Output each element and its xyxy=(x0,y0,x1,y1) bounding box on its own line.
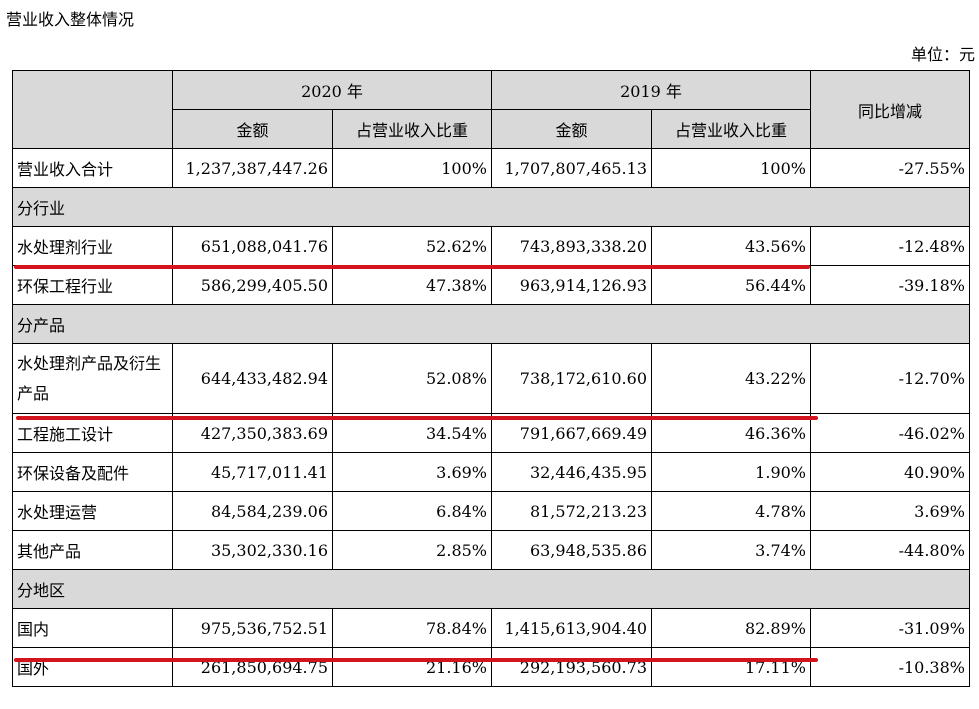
row-label: 水处理剂行业 xyxy=(12,226,173,266)
header-ratio-2020: 占营业收入比重 xyxy=(332,109,492,149)
ratio-2020: 78.84% xyxy=(332,608,492,648)
amount-2019: 738,172,610.60 xyxy=(491,343,652,414)
amount-2020: 35,302,330.16 xyxy=(172,530,333,570)
highlight-underline-industry xyxy=(14,265,810,269)
yoy-change: -44.80% xyxy=(810,530,970,570)
table-row: 水处理运营 84,584,239.06 6.84% 81,572,213.23 … xyxy=(12,491,970,531)
amount-2020: 644,433,482.94 xyxy=(172,343,333,414)
amount-2020: 651,088,041.76 xyxy=(172,226,333,266)
amount-2020: 975,536,752.51 xyxy=(172,608,333,648)
yoy-change: 3.69% xyxy=(810,491,970,531)
section-row-region: 分地区 xyxy=(12,569,970,609)
header-ratio-2019: 占营业收入比重 xyxy=(651,109,811,149)
row-label: 营业收入合计 xyxy=(12,148,173,188)
row-label: 水处理剂产品及衍生产品 xyxy=(12,343,173,414)
header-blank-cell xyxy=(12,70,173,149)
highlight-underline-domestic xyxy=(14,658,818,662)
amount-2019: 963,914,126.93 xyxy=(491,265,652,305)
yoy-change: -12.48% xyxy=(810,226,970,266)
row-label: 其他产品 xyxy=(12,530,173,570)
amount-2019: 32,446,435.95 xyxy=(491,452,652,492)
amount-2019: 292,193,560.73 xyxy=(491,647,652,687)
amount-2020: 586,299,405.50 xyxy=(172,265,333,305)
amount-2019: 1,415,613,904.40 xyxy=(491,608,652,648)
ratio-2019: 43.22% xyxy=(651,343,811,414)
row-label: 国外 xyxy=(12,647,173,687)
amount-2020: 45,717,011.41 xyxy=(172,452,333,492)
row-label: 国内 xyxy=(12,608,173,648)
revenue-table: 2020 年 2019 年 同比增减 金额 占营业收入比重 金额 占营业收入比重… xyxy=(12,70,970,687)
table-row: 国外 261,850,694.75 21.16% 292,193,560.73 … xyxy=(12,647,970,687)
unit-label: 单位：元 xyxy=(910,45,975,64)
row-label: 水处理运营 xyxy=(12,491,173,531)
amount-2019: 63,948,535.86 xyxy=(491,530,652,570)
header-year-2019: 2019 年 xyxy=(491,70,811,110)
ratio-2020: 3.69% xyxy=(332,452,492,492)
table-row: 国内 975,536,752.51 78.84% 1,415,613,904.4… xyxy=(12,608,970,648)
amount-2019: 1,707,807,465.13 xyxy=(491,148,652,188)
section-label: 分行业 xyxy=(12,187,970,227)
ratio-2019: 1.90% xyxy=(651,452,811,492)
amount-2020: 261,850,694.75 xyxy=(172,647,333,687)
header-amount-2020: 金额 xyxy=(172,109,333,149)
ratio-2020: 52.08% xyxy=(332,343,492,414)
ratio-2019: 3.74% xyxy=(651,530,811,570)
yoy-change: 40.90% xyxy=(810,452,970,492)
ratio-2020: 52.62% xyxy=(332,226,492,266)
header-amount-2019: 金额 xyxy=(491,109,652,149)
ratio-2019: 43.56% xyxy=(651,226,811,266)
ratio-2019: 82.89% xyxy=(651,608,811,648)
yoy-change: -39.18% xyxy=(810,265,970,305)
ratio-2020: 100% xyxy=(332,148,492,188)
header-row-years: 2020 年 2019 年 同比增减 xyxy=(12,70,970,149)
table-row-total: 营业收入合计 1,237,387,447.26 100% 1,707,807,4… xyxy=(12,148,970,188)
header-year-2020: 2020 年 xyxy=(172,70,492,110)
yoy-change: -12.70% xyxy=(810,343,970,414)
ratio-2020: 47.38% xyxy=(332,265,492,305)
header-yoy: 同比增减 xyxy=(810,70,970,149)
amount-2020: 84,584,239.06 xyxy=(172,491,333,531)
section-row-industry: 分行业 xyxy=(12,187,970,227)
amount-2020: 1,237,387,447.26 xyxy=(172,148,333,188)
ratio-2019: 4.78% xyxy=(651,491,811,531)
highlight-underline-product xyxy=(16,416,818,420)
section-label: 分地区 xyxy=(12,569,970,609)
section-title: 营业收入整体情况 xyxy=(6,10,135,29)
amount-2019: 81,572,213.23 xyxy=(491,491,652,531)
ratio-2019: 100% xyxy=(651,148,811,188)
header-row-columns: 金额 占营业收入比重 金额 占营业收入比重 xyxy=(13,109,970,149)
section-label: 分产品 xyxy=(12,304,970,344)
yoy-change: -46.02% xyxy=(810,413,970,453)
yoy-change: -27.55% xyxy=(810,148,970,188)
row-label: 环保工程行业 xyxy=(12,265,173,305)
table-row: 环保工程行业 586,299,405.50 47.38% 963,914,126… xyxy=(12,265,970,305)
ratio-2020: 21.16% xyxy=(332,647,492,687)
ratio-2020: 6.84% xyxy=(332,491,492,531)
yoy-change: -31.09% xyxy=(810,608,970,648)
table-row: 环保设备及配件 45,717,011.41 3.69% 32,446,435.9… xyxy=(12,452,970,492)
row-label: 环保设备及配件 xyxy=(12,452,173,492)
ratio-2019: 56.44% xyxy=(651,265,811,305)
yoy-change: -10.38% xyxy=(810,647,970,687)
ratio-2019: 17.11% xyxy=(651,647,811,687)
table-row: 其他产品 35,302,330.16 2.85% 63,948,535.86 3… xyxy=(12,530,970,570)
table-row: 水处理剂产品及衍生产品 644,433,482.94 52.08% 738,17… xyxy=(12,343,970,414)
ratio-2020: 2.85% xyxy=(332,530,492,570)
amount-2019: 743,893,338.20 xyxy=(491,226,652,266)
table-row: 水处理剂行业 651,088,041.76 52.62% 743,893,338… xyxy=(12,226,970,266)
section-row-product: 分产品 xyxy=(12,304,970,344)
